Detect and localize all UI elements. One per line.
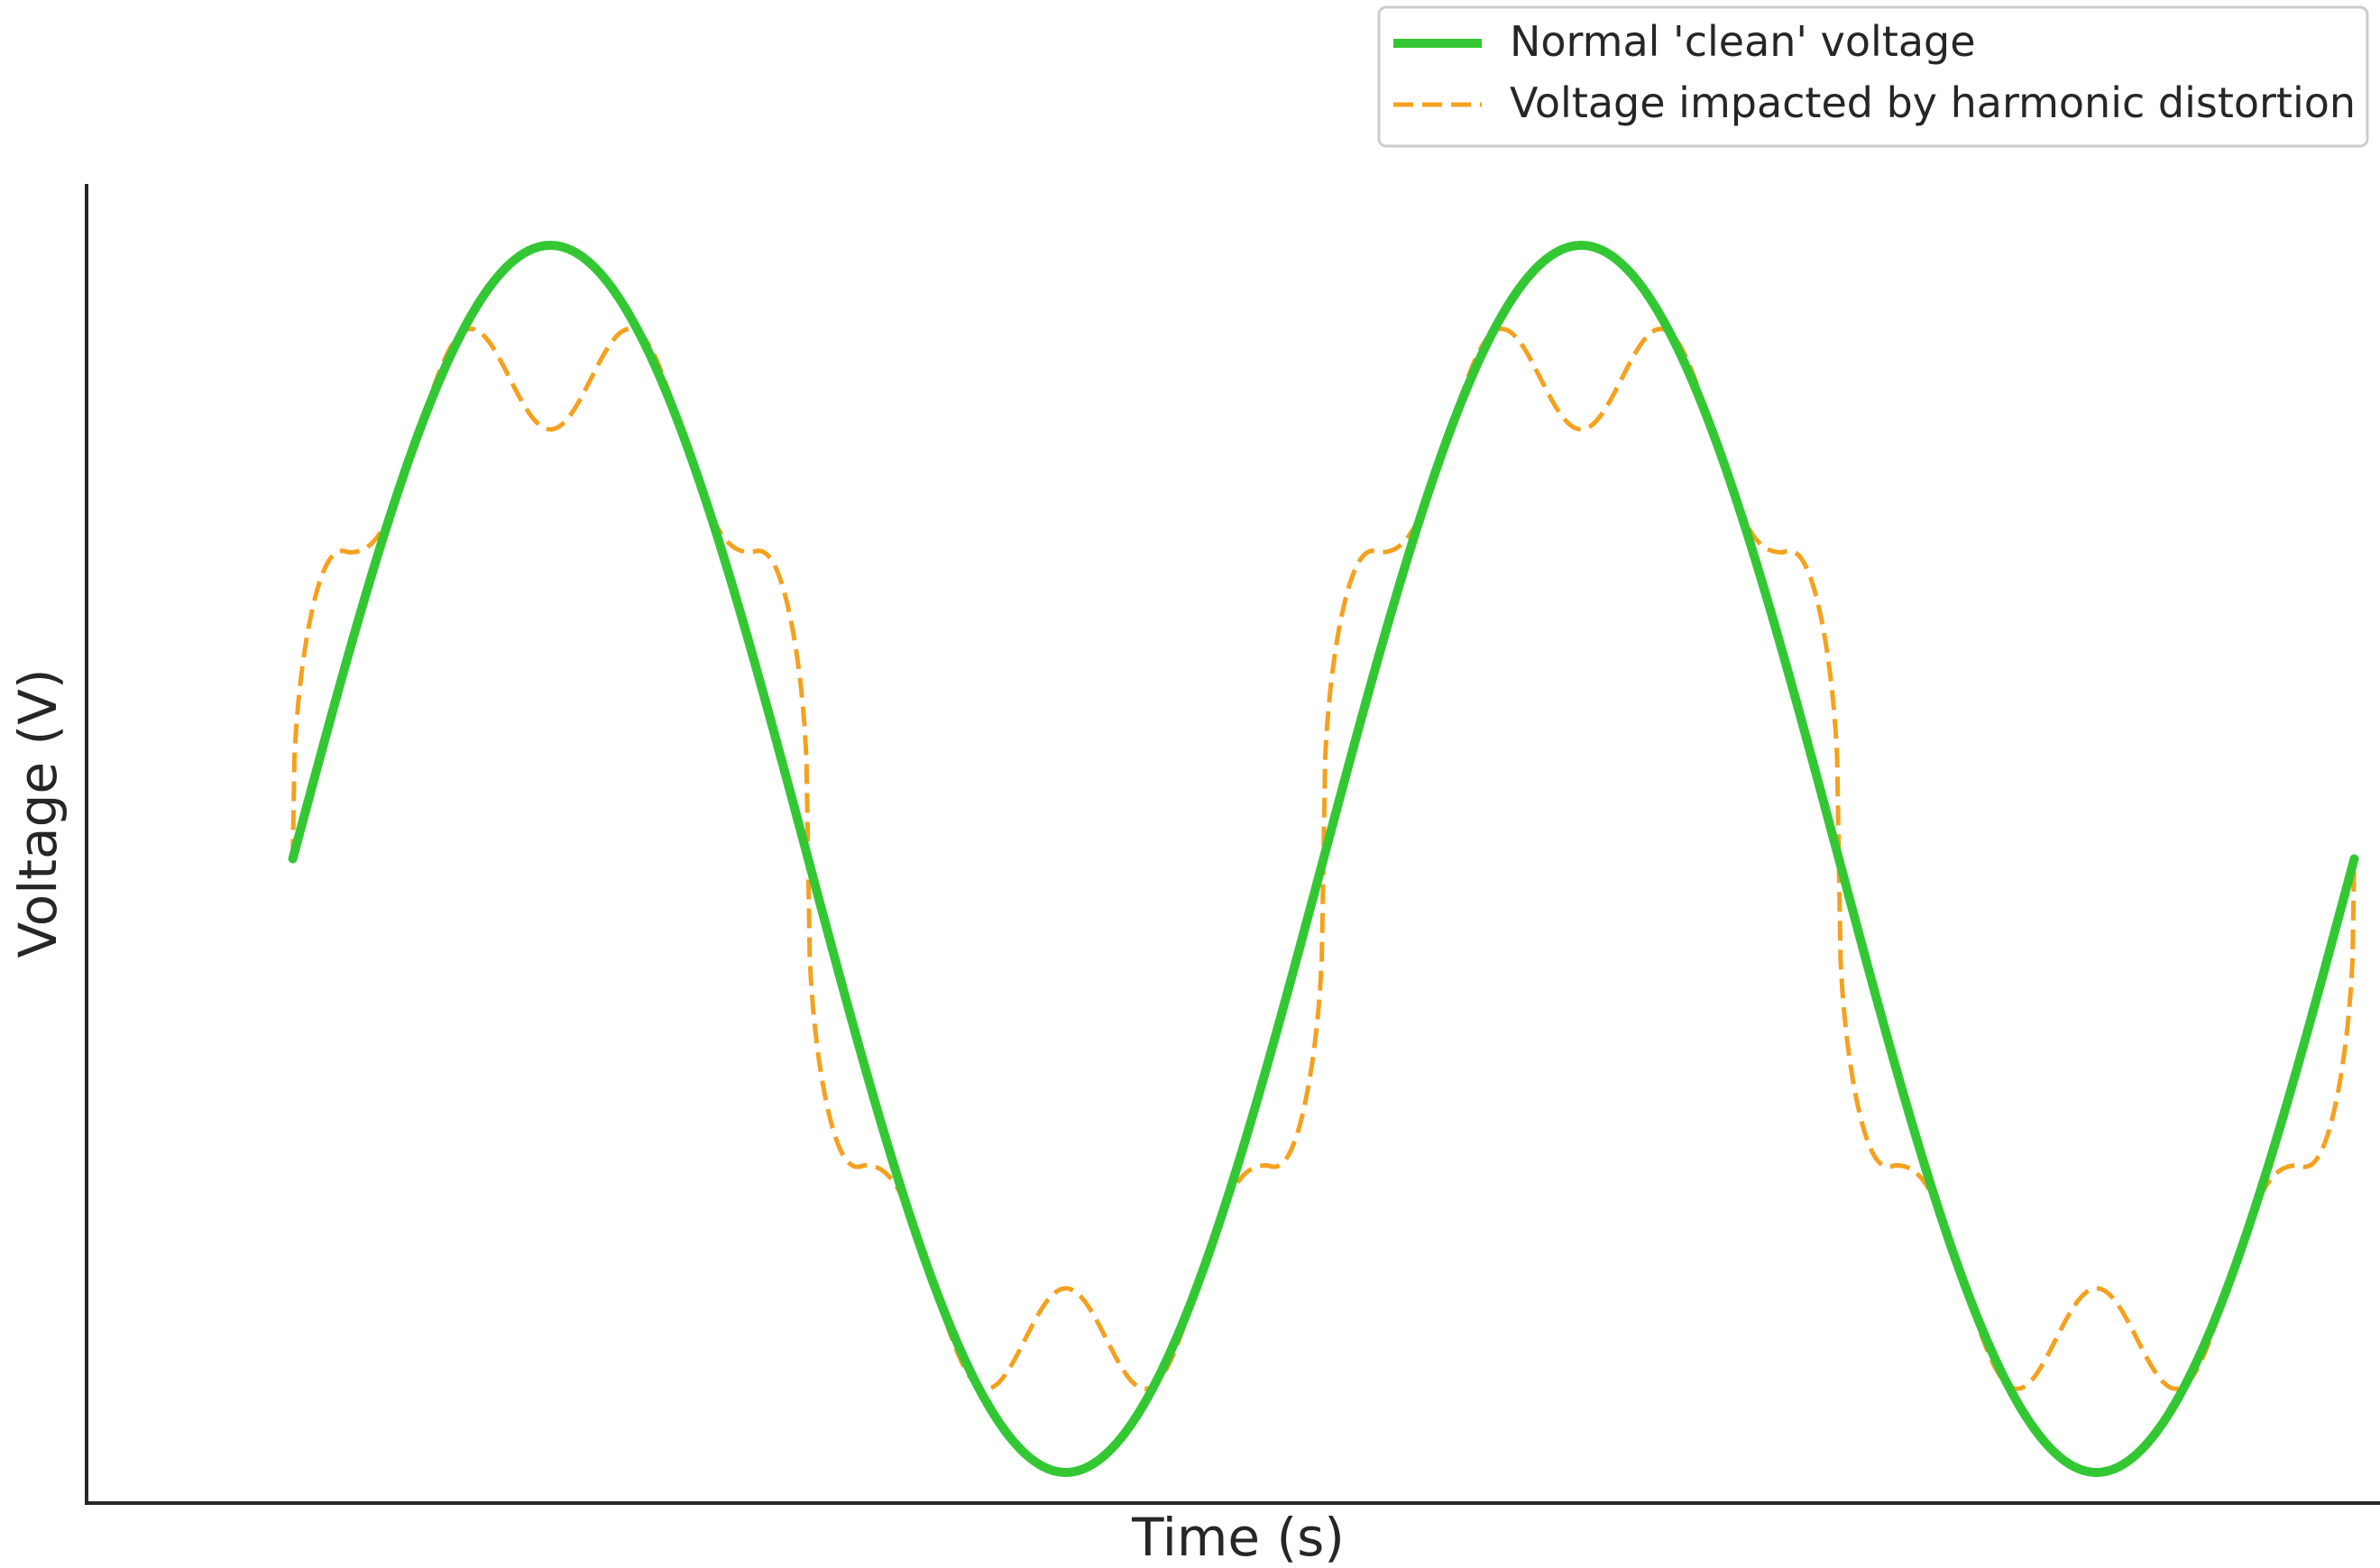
legend-frame xyxy=(1377,5,2369,148)
x-axis-title: Time (s) xyxy=(1131,1507,1345,1568)
legend-label-clean-voltage: Normal 'clean' voltage xyxy=(1510,17,1976,66)
series-line-clean-voltage xyxy=(288,241,2359,1477)
legend: Normal 'clean' voltage Voltage impacted … xyxy=(1377,5,2369,148)
y-axis-title: Voltage (V) xyxy=(7,669,69,958)
legend-label-distorted-voltage: Voltage impacted by harmonic distortion xyxy=(1510,78,2356,127)
